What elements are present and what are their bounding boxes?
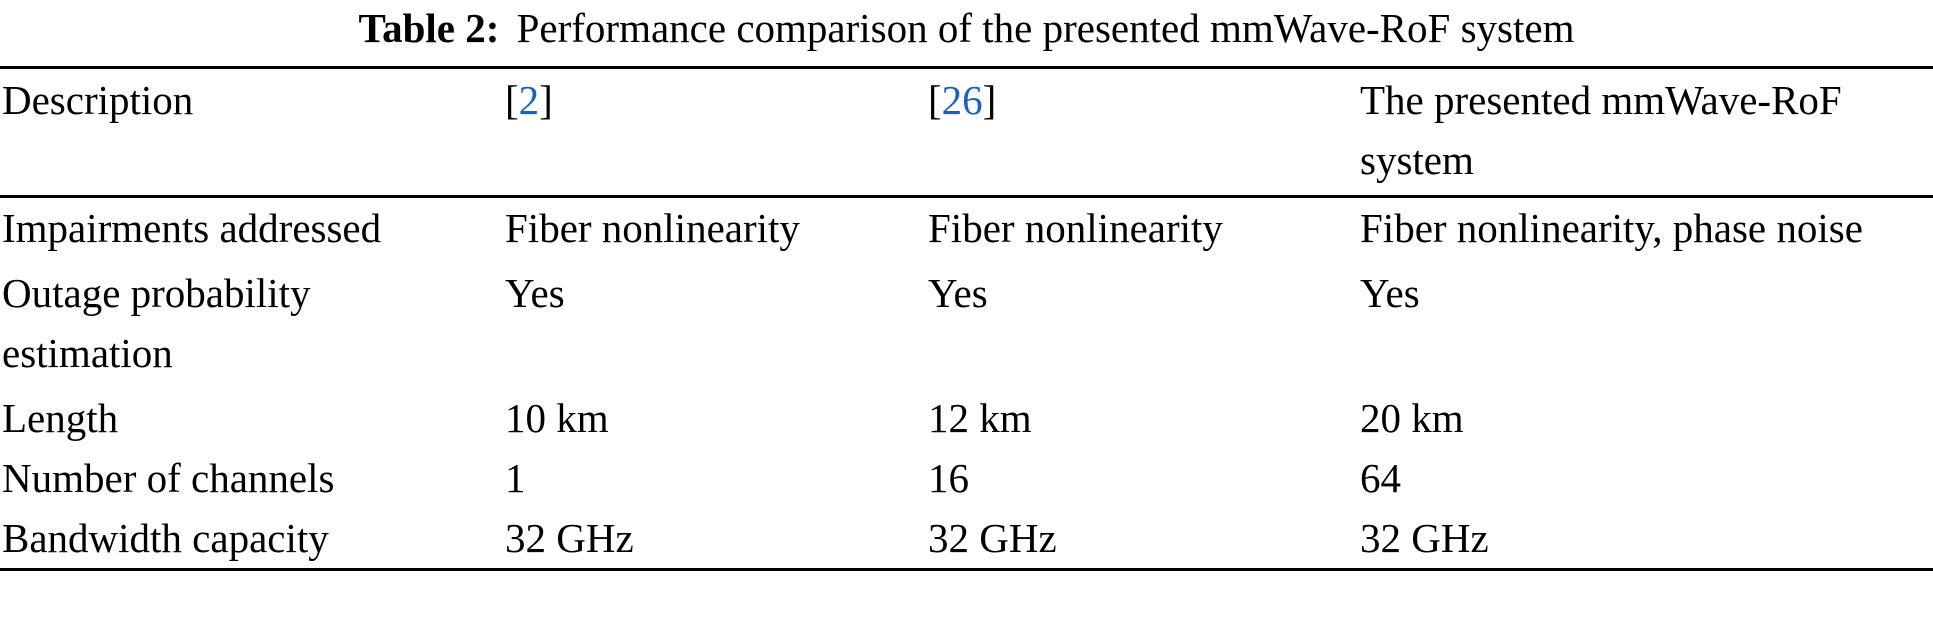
cell-ref1-value: Yes bbox=[505, 270, 565, 316]
cell-presented-value: Fiber nonlinearity, phase noise bbox=[1360, 205, 1863, 251]
cell-ref2-value: 32 GHz bbox=[928, 515, 1057, 561]
cell-ref1-value: Fiber nonlinearity bbox=[505, 205, 800, 251]
row-number-of-channels: Number of channels 1 16 64 bbox=[0, 448, 1933, 508]
table-top-rule bbox=[0, 66, 1933, 69]
cell-presented-value: 32 GHz bbox=[1360, 515, 1489, 561]
table-header-rule bbox=[0, 195, 1933, 198]
cell-ref1-value: 1 bbox=[505, 455, 526, 501]
header-citation-26: [26] bbox=[928, 70, 1360, 190]
header-presented-system: The presented mmWave-RoF system bbox=[1360, 77, 1842, 183]
citation-open-bracket: [ bbox=[928, 77, 942, 123]
citation-close-bracket: ] bbox=[539, 77, 553, 123]
cell-ref1-value: 32 GHz bbox=[505, 515, 634, 561]
cell-ref2-value: 16 bbox=[928, 455, 969, 501]
row-label: Length bbox=[2, 395, 119, 441]
row-label: Outage probability estimation bbox=[2, 270, 311, 376]
header-description: Description bbox=[2, 77, 194, 123]
citation-link-2[interactable]: 2 bbox=[518, 77, 540, 123]
table-header-row: Description [2] [26] The presented mmWav… bbox=[0, 69, 1933, 195]
header-citation-2: [2] bbox=[505, 70, 928, 190]
table-body: Impairments addressed Fiber nonlinearity… bbox=[0, 198, 1933, 568]
citation-open-bracket: [ bbox=[505, 77, 519, 123]
cell-ref2-value: Fiber nonlinearity bbox=[928, 205, 1223, 251]
cell-presented-value: 20 km bbox=[1360, 395, 1464, 441]
row-label: Number of channels bbox=[2, 455, 335, 501]
table-caption: Table 2: Performance comparison of the pr… bbox=[0, 0, 1933, 66]
cell-ref2-value: 12 km bbox=[928, 395, 1032, 441]
cell-ref2-value: Yes bbox=[928, 270, 988, 316]
cell-presented-value: 64 bbox=[1360, 455, 1401, 501]
table-caption-label: Table 2: bbox=[358, 5, 500, 51]
cell-ref1-value: 10 km bbox=[505, 395, 609, 441]
row-label: Impairments addressed bbox=[2, 205, 382, 251]
citation-close-bracket: ] bbox=[982, 77, 997, 123]
citation-link-26[interactable]: 26 bbox=[941, 77, 983, 123]
table-bottom-rule bbox=[0, 568, 1933, 571]
row-impairments-addressed: Impairments addressed Fiber nonlinearity… bbox=[0, 198, 1933, 263]
row-label: Bandwidth capacity bbox=[2, 515, 329, 561]
row-length: Length 10 km 12 km 20 km bbox=[0, 388, 1933, 448]
row-bandwidth-capacity: Bandwidth capacity 32 GHz 32 GHz 32 GHz bbox=[0, 508, 1933, 568]
cell-presented-value: Yes bbox=[1360, 270, 1420, 316]
table-caption-text: Performance comparison of the presented … bbox=[516, 5, 1575, 51]
row-outage-probability: Outage probability estimation Yes Yes Ye… bbox=[0, 263, 1933, 388]
